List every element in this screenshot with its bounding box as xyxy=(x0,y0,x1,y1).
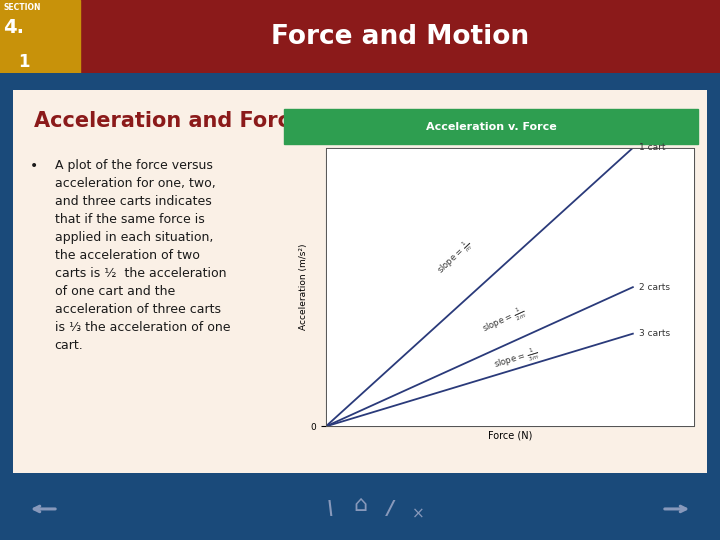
Text: 1: 1 xyxy=(18,53,30,71)
Text: 4.: 4. xyxy=(3,18,24,37)
Bar xyxy=(325,148,694,427)
X-axis label: Force (N): Force (N) xyxy=(488,430,532,441)
Text: Acceleration and Force: Acceleration and Force xyxy=(34,111,304,131)
Text: 3 carts: 3 carts xyxy=(639,329,670,338)
FancyBboxPatch shape xyxy=(6,86,714,476)
Text: Acceleration v. Force: Acceleration v. Force xyxy=(426,122,557,132)
Text: ×: × xyxy=(412,507,424,522)
Bar xyxy=(325,148,694,427)
Bar xyxy=(0,0,80,73)
Text: \: \ xyxy=(326,500,333,518)
Text: slope = $\frac{1}{2m}$: slope = $\frac{1}{2m}$ xyxy=(480,303,528,338)
Y-axis label: Acceleration (m/s²): Acceleration (m/s²) xyxy=(299,244,307,330)
Text: /: / xyxy=(387,500,394,518)
Text: slope = $\frac{1}{3m}$: slope = $\frac{1}{3m}$ xyxy=(492,345,541,374)
Text: A plot of the force versus
acceleration for one, two,
and three carts indicates
: A plot of the force versus acceleration … xyxy=(55,159,230,352)
Text: Force and Motion: Force and Motion xyxy=(271,24,529,50)
Text: slope = $\frac{1}{m}$: slope = $\frac{1}{m}$ xyxy=(434,238,475,278)
Bar xyxy=(284,109,698,144)
Text: 1 cart: 1 cart xyxy=(639,143,665,152)
Text: •: • xyxy=(30,159,39,173)
Text: 2 carts: 2 carts xyxy=(639,282,670,292)
Text: (cont.): (cont.) xyxy=(405,111,449,124)
Text: ⌂: ⌂ xyxy=(353,495,367,515)
Text: SECTION: SECTION xyxy=(3,3,40,12)
